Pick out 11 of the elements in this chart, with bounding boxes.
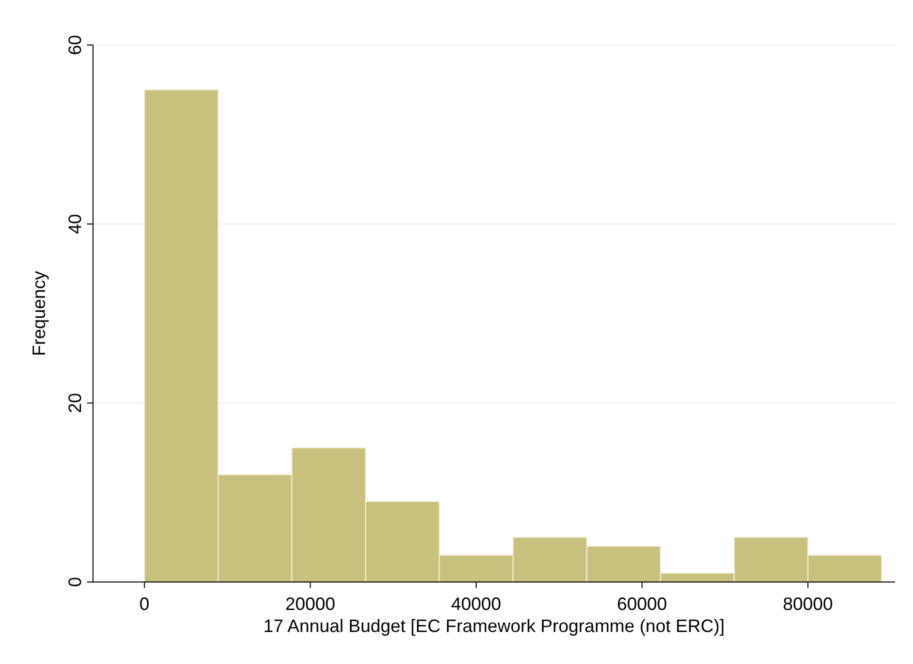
x-axis-title: 17 Annual Budget [EC Framework Programme (not ERC)] bbox=[263, 616, 725, 636]
y-tick-label: 60 bbox=[65, 34, 85, 56]
x-tick-label: 20000 bbox=[285, 594, 336, 614]
x-tick-label: 60000 bbox=[617, 594, 668, 614]
x-tick-label: 0 bbox=[139, 594, 150, 614]
y-axis-title: Frequency bbox=[29, 270, 49, 356]
y-tick-label: 0 bbox=[65, 576, 85, 588]
y-tick-label: 40 bbox=[65, 214, 85, 234]
x-tick-label: 40000 bbox=[451, 594, 502, 614]
y-tick-label: 20 bbox=[65, 392, 85, 414]
x-tick-label: 80000 bbox=[782, 594, 833, 614]
